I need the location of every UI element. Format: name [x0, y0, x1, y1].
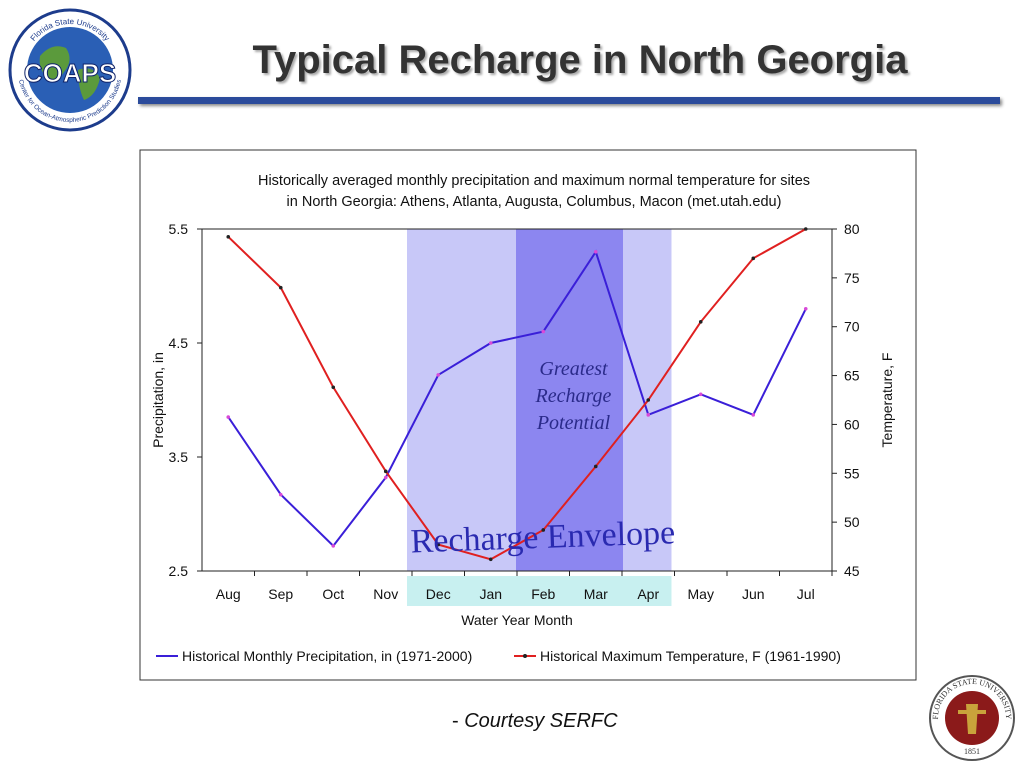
precipitation-point: [593, 250, 598, 254]
x-tick-label: Jul: [797, 586, 815, 602]
precipitation-point: [436, 373, 441, 377]
x-tick-highlight: [407, 576, 672, 606]
y-right-tick-label: 65: [844, 368, 860, 384]
x-tick-label: Aug: [216, 586, 241, 602]
x-tick-label: Feb: [531, 586, 555, 602]
x-axis-label: Water Year Month: [461, 612, 573, 628]
legend-label-precipitation: Historical Monthly Precipitation, in (19…: [182, 648, 472, 664]
y-left-tick-label: 2.5: [169, 563, 189, 579]
seal-year: 1851: [964, 747, 980, 756]
precipitation-line: [227, 249, 807, 548]
title-divider: [138, 97, 1000, 104]
y-right-tick-label: 70: [844, 319, 860, 335]
greatest-recharge-label: Recharge: [535, 385, 612, 407]
legend-label-temperature: Historical Maximum Temperature, F (1961-…: [540, 648, 841, 664]
greatest-recharge-label: Greatest: [539, 358, 608, 380]
precipitation-point: [751, 413, 756, 417]
courtesy-note: - Courtesy SERFC: [452, 710, 618, 733]
precipitation-point: [383, 475, 388, 480]
temperature-point: [278, 285, 283, 290]
recharge-envelope-label: Recharge Envelope: [410, 514, 676, 560]
y-right-tick-label: 45: [844, 563, 860, 579]
y-right-tick-label: 75: [844, 270, 860, 286]
temperature-point: [751, 256, 756, 261]
chart-title-line: Historically averaged monthly precipitat…: [258, 173, 810, 189]
x-tick-label: Jan: [479, 586, 502, 602]
y-left-tick-label: 4.5: [169, 335, 189, 351]
temperature-point: [383, 469, 388, 474]
precipitation-point: [226, 415, 231, 419]
precipitation-point: [646, 413, 651, 417]
coaps-logo-main: COAPS: [24, 58, 116, 88]
greatest-recharge-label: Potential: [536, 412, 611, 434]
temperature-point: [803, 227, 808, 231]
slide-title: Typical Recharge in North Georgia: [252, 38, 908, 82]
temperature-point: [488, 557, 493, 562]
x-tick-label: Dec: [426, 586, 451, 602]
y-right-tick-label: 80: [844, 221, 860, 237]
temperature-point: [541, 528, 546, 532]
temperature-point: [698, 320, 703, 324]
coaps-logo: COAPS Florida State University Center fo…: [8, 8, 132, 132]
y-left-axis-label: Precipitation, in: [150, 352, 166, 448]
temperature-point: [646, 398, 651, 402]
chart: 2.5 3.5 4.5 5.5 45 50 55 60 65 70 75 80 Aug Sep Oct Nov…: [120, 130, 936, 682]
y-right-tick-label: 55: [844, 465, 860, 481]
temperature-point: [226, 235, 231, 239]
x-tick-label: May: [688, 586, 714, 602]
courtesy-text: Courtesy SERFC: [464, 710, 618, 732]
y-right-tick-label: 60: [844, 416, 860, 432]
x-tick-label: Mar: [584, 586, 608, 602]
y-right-tick-label: 50: [844, 514, 860, 530]
precipitation-point: [541, 329, 546, 334]
x-tick-label: Apr: [637, 586, 659, 602]
y-left-tick-label: 3.5: [169, 449, 189, 465]
temperature-line: [227, 228, 807, 561]
precipitation-point: [331, 544, 336, 548]
y-left-tick-label: 5.5: [169, 221, 189, 237]
fsu-seal: FLORIDA STATE UNIVERSITY 1851: [929, 675, 1015, 761]
chart-title-line: in North Georgia: Athens, Atlanta, Augus…: [287, 194, 782, 210]
temperature-point: [331, 385, 336, 390]
courtesy-dash: -: [452, 710, 465, 732]
temperature-point: [436, 542, 441, 547]
x-tick-label: Nov: [373, 586, 398, 602]
legend-marker-temperature: [523, 654, 527, 658]
y-right-axis-label: Temperature, F: [879, 353, 895, 448]
x-tick-label: Jun: [742, 586, 765, 602]
x-tick-label: Oct: [322, 586, 344, 602]
precipitation-point: [278, 492, 283, 497]
greatest-recharge-band: [516, 229, 623, 571]
precipitation-point: [803, 307, 808, 311]
x-tick-label: Sep: [268, 586, 293, 602]
precipitation-point: [698, 392, 703, 397]
temperature-point: [593, 464, 598, 469]
precipitation-point: [488, 341, 493, 345]
